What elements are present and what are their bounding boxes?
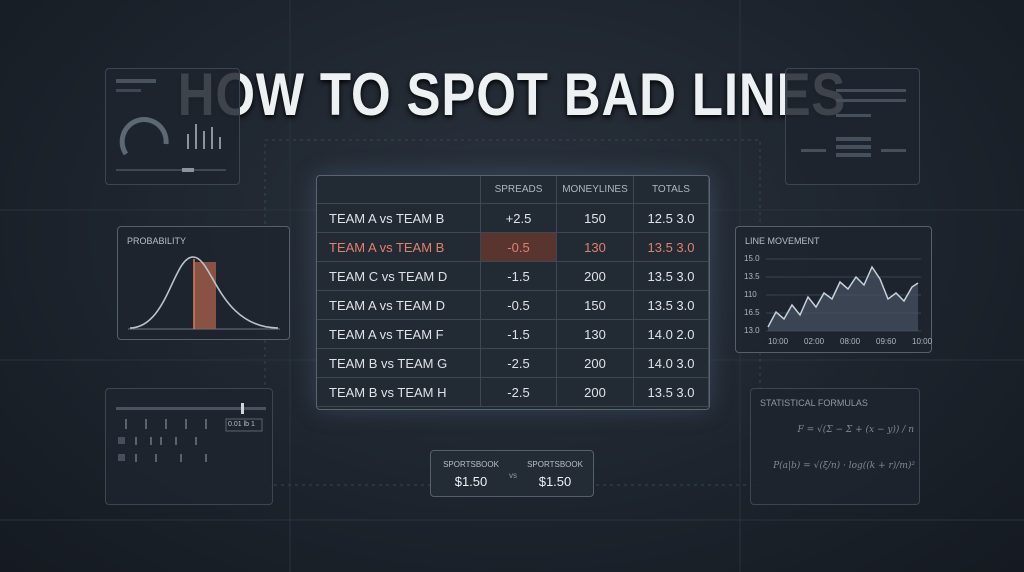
panel-label: PROBABILITY [127,236,187,246]
comparison-panel: SPORTSBOOK $1.50 vs SPORTSBOOK $1.50 [430,450,594,497]
odds-cell: 14.0 2.0 [634,320,709,349]
formula: P(a|b) = √(ξ/n) · log((k + r)/m)² [773,461,915,471]
probability-panel: PROBABILITY [117,226,290,340]
x-label: 02:00 [804,337,825,346]
odds-cell: 130 [557,233,634,262]
matchup: TEAM B vs TEAM G [317,349,481,378]
odds-cell: 13.5 3.0 [634,291,709,320]
odds-cell: 200 [557,378,634,407]
book-label: SPORTSBOOK [527,460,583,469]
header-blank [317,176,481,204]
odds-cell: -1.5 [481,262,557,291]
matchup: TEAM B vs TEAM H [317,378,481,407]
matchup: TEAM A vs TEAM B [317,204,481,233]
formula: F = √(Σ − Σ + (x − y)) / n [797,425,914,435]
slider-panel: 0.01 lb 1 [105,388,273,505]
title: HOW TO SPOT BAD LINES [177,61,847,128]
book-label: SPORTSBOOK [443,460,499,469]
odds-cell: 150 [557,204,634,233]
odds-cell: 14.0 3.0 [634,349,709,378]
y-label: 16.5 [744,308,760,317]
odds-cell: +2.5 [481,204,557,233]
line-graphic [766,258,921,332]
matchup: TEAM C vs TEAM D [317,262,481,291]
odds-cell: -1.5 [481,320,557,349]
gauge-panel [105,68,240,185]
x-label: 10:00 [768,337,789,346]
odds-cell: 13.5 3.0 [634,378,709,407]
odds-cell: 130 [557,320,634,349]
odds-cell: 200 [557,349,634,378]
panel-label: LINE MOVEMENT [745,236,820,246]
x-label: 10:00 [912,337,933,346]
y-label: 13.0 [744,326,760,335]
column-header: TOTALS [634,176,709,204]
odds-cell: 12.5 3.0 [634,204,709,233]
odds-cell: -0.5 [481,291,557,320]
odds-cell: -0.5 [481,233,557,262]
matchup: TEAM A vs TEAM F [317,320,481,349]
column-header: SPREADS [481,176,557,204]
odds-cell: -2.5 [481,378,557,407]
gauge-graphic [116,79,226,172]
formulas-panel: STATISTICAL FORMULAS F = √(Σ − Σ + (x − … [750,388,920,505]
book-price: $1.50 [538,474,572,489]
slider-graphic [116,403,266,462]
odds-cell: 150 [557,291,634,320]
x-label: 08:00 [840,337,861,346]
versus: vs [509,471,517,480]
book-price: $1.50 [454,474,488,489]
bars-graphic [801,89,906,157]
odds-cell: 200 [557,262,634,291]
odds-table: SPREADS MONEYLINES TOTALS TEAM A vs TEAM B +… [316,175,710,410]
column-header: MONEYLINES [557,176,634,204]
y-label: 15.0 [744,254,760,263]
line-movement-panel: LINE MOVEMENT 15.0 13.5 110 16.5 13.0 10:00 02… [735,226,932,353]
bell-curve [128,256,280,330]
odds-cell: 13.5 3.0 [634,233,709,262]
readout: 0.01 lb 1 [228,421,255,428]
y-label: 110 [744,290,757,299]
panel-label: STATISTICAL FORMULAS [760,398,868,408]
matchup: TEAM A vs TEAM B [317,233,481,262]
y-label: 13.5 [744,272,760,281]
odds-cell: -2.5 [481,349,557,378]
odds-cell: 13.5 3.0 [634,262,709,291]
x-label: 09:60 [876,337,897,346]
bars-panel [785,68,920,185]
matchup: TEAM A vs TEAM D [317,291,481,320]
